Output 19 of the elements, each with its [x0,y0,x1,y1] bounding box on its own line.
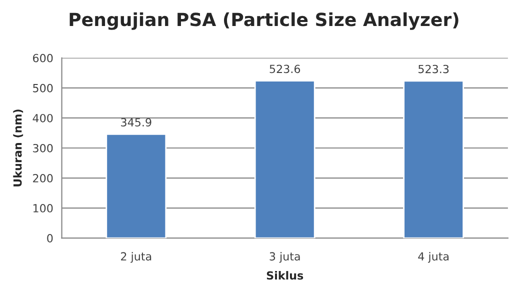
bar [106,134,167,238]
bar [254,80,316,238]
x-tick-label: 4 juta [418,252,449,263]
data-label: 523.3 [418,64,449,74]
y-tick-label: 500 [33,84,53,92]
bar [403,80,464,238]
y-tick-label: 100 [33,204,53,212]
y-tick-label: 0 [47,234,53,242]
y-tick-label: 600 [33,54,53,62]
y-tick-label: 400 [32,114,53,122]
y-tick-label: 200 [33,174,53,182]
y-axis-title: Ukuran (nm) [13,110,24,186]
chart-title: Pengujian PSA (Particle Size Analyzer) [70,12,458,30]
data-label: 345.9 [121,118,152,126]
data-label: 523.6 [270,64,300,74]
y-tick-label: 300 [33,144,53,152]
x-axis-title: Siklus [266,271,304,280]
x-tick-label: 2 juta [121,252,152,263]
x-tick-label: 3 juta [270,252,300,263]
